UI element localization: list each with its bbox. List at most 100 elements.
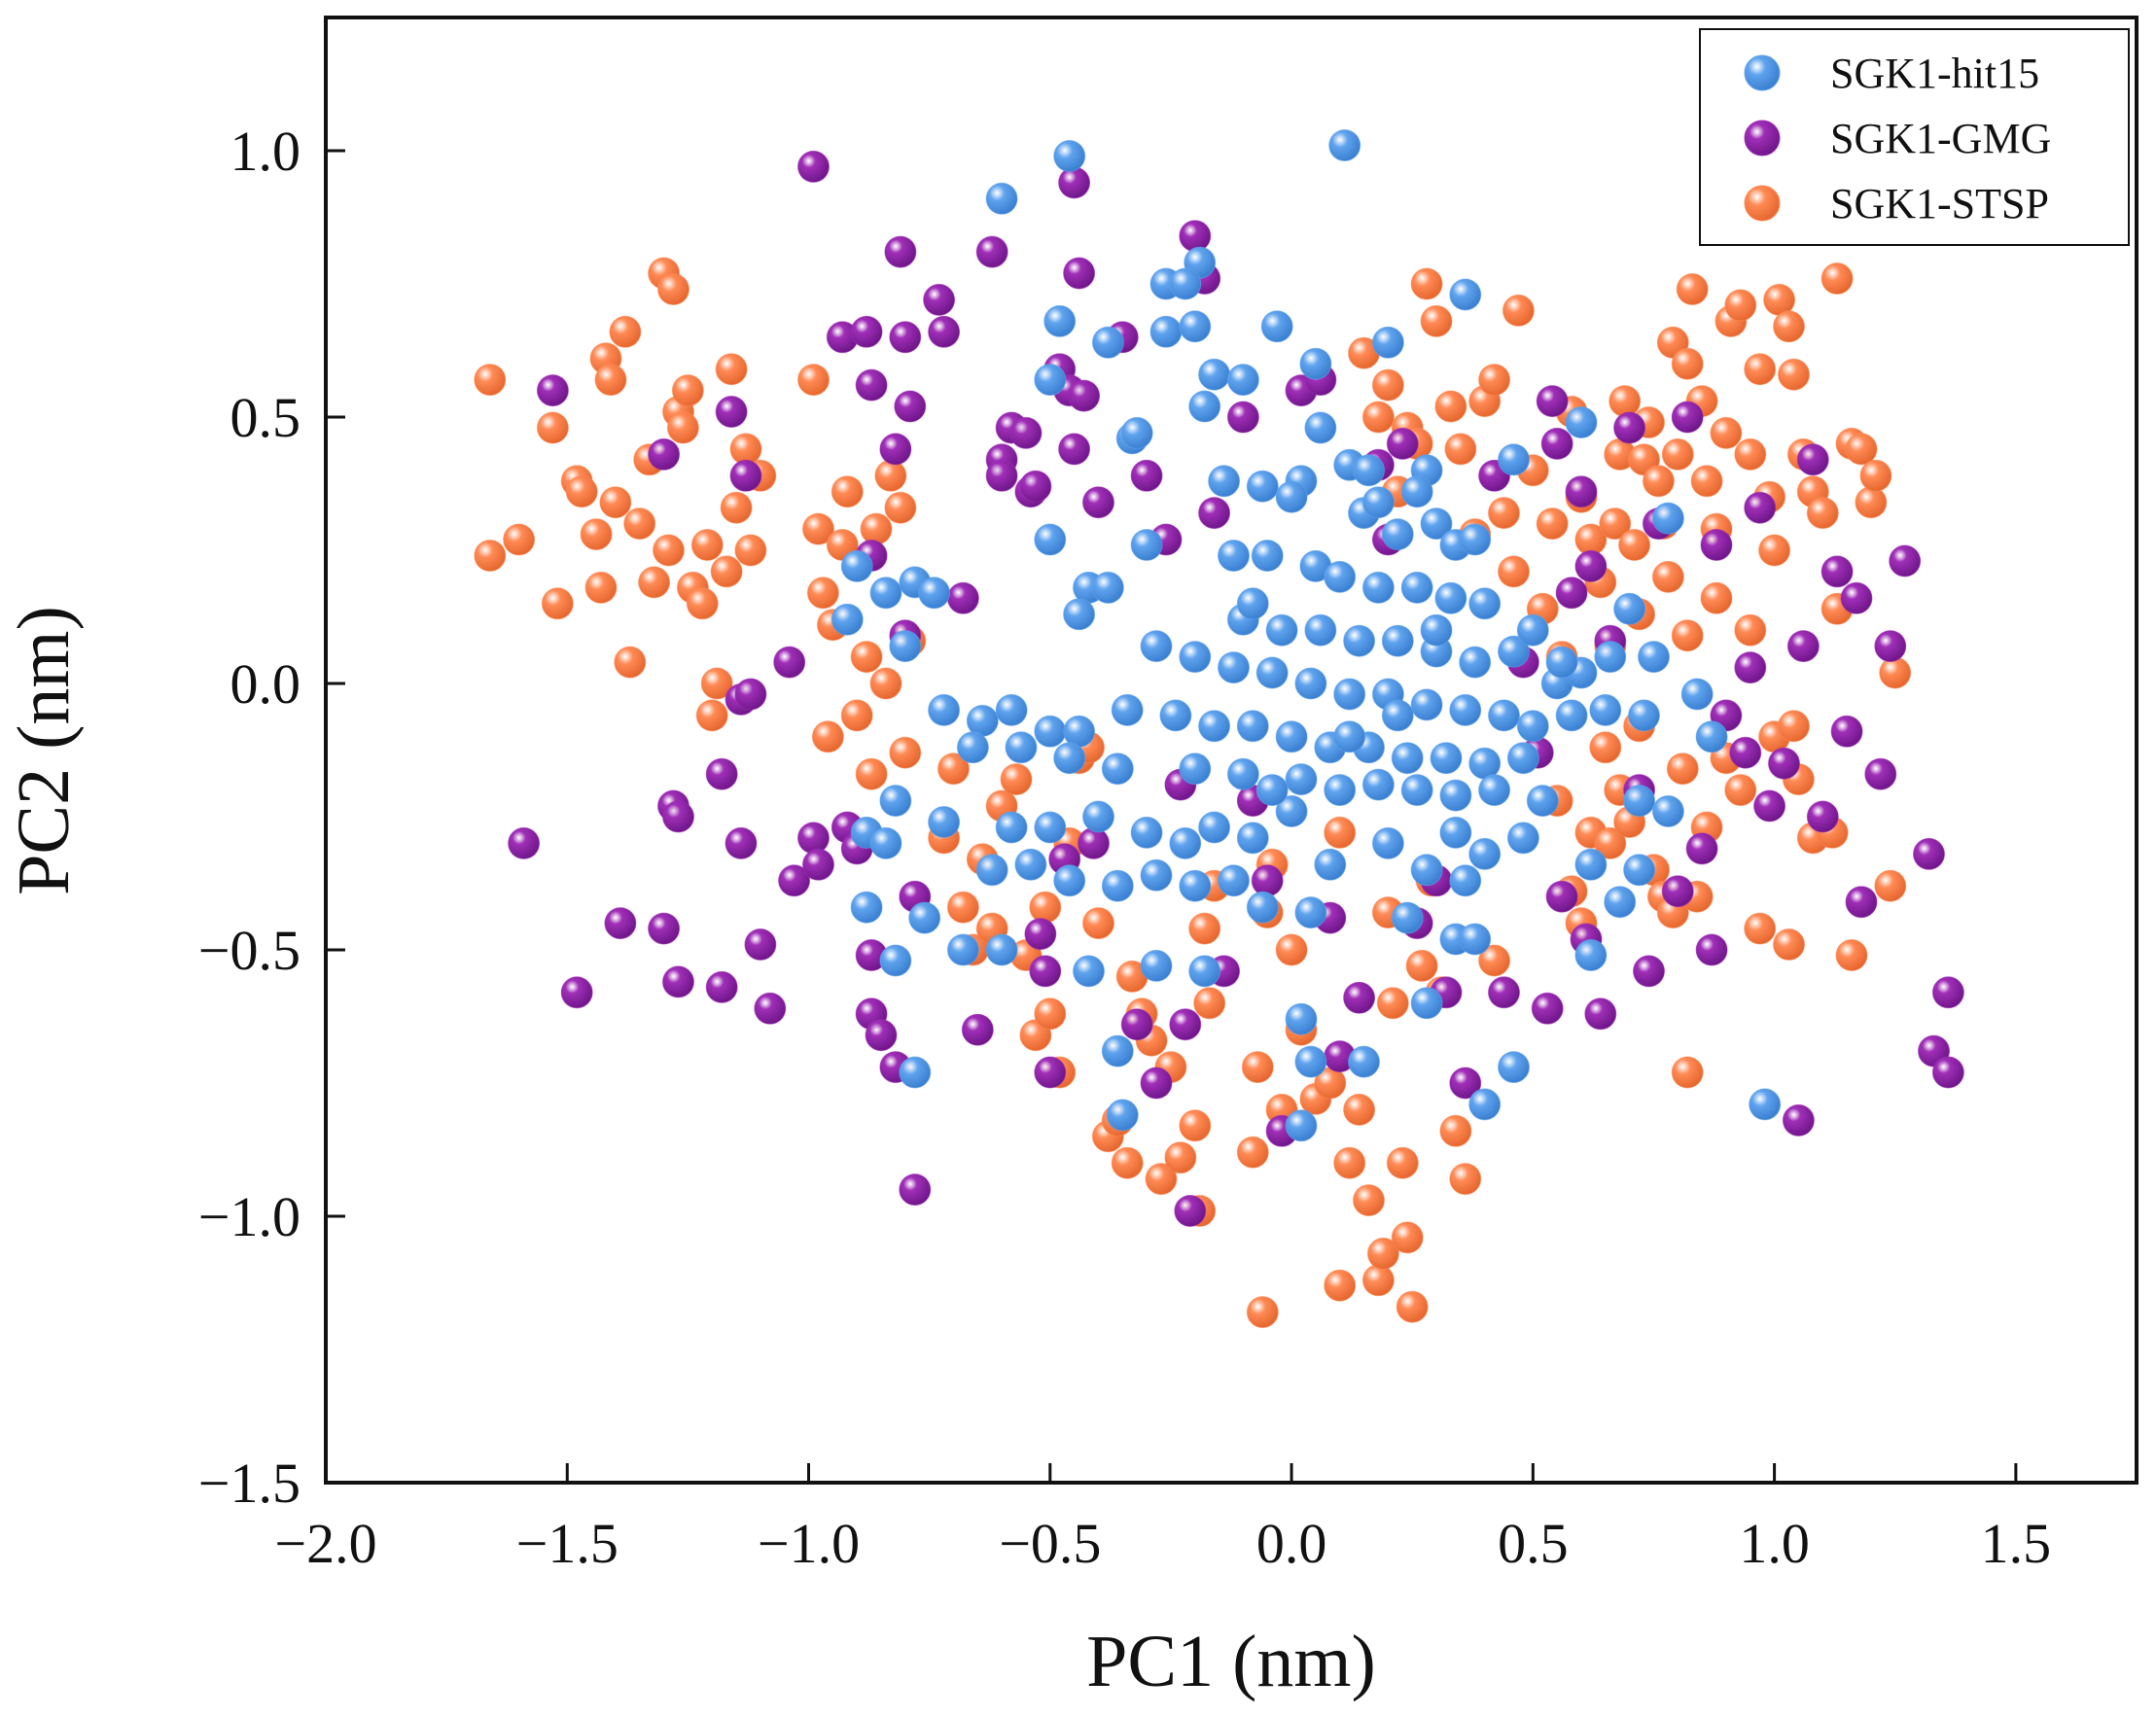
- data-point-gmg: [754, 992, 787, 1025]
- data-point-gmg: [1864, 757, 1897, 790]
- data-point-stsp: [671, 374, 704, 407]
- data-point-stsp: [1420, 304, 1453, 337]
- data-point-gmg: [648, 912, 681, 945]
- legend-label-hit15: SGK1-hit15: [1830, 50, 2039, 97]
- data-point-stsp: [1778, 358, 1810, 391]
- x-tick-label: 0.5: [1498, 1512, 1569, 1575]
- data-point-hit15: [1623, 854, 1656, 887]
- data-point-hit15: [1434, 581, 1467, 614]
- data-point-stsp: [638, 566, 671, 599]
- data-point-hit15: [956, 731, 989, 764]
- data-point-hit15: [985, 933, 1018, 966]
- data-point-hit15: [1140, 630, 1173, 663]
- data-point-stsp: [503, 523, 536, 556]
- data-point-stsp: [1361, 401, 1395, 434]
- x-tick-label: 0.0: [1256, 1512, 1327, 1575]
- data-point-gmg: [1913, 837, 1945, 870]
- data-point-hit15: [1043, 304, 1077, 337]
- data-point-hit15: [1101, 1034, 1134, 1068]
- y-tick-label: −1.0: [198, 1185, 300, 1248]
- data-point-hit15: [1594, 641, 1627, 674]
- data-point-hit15: [1506, 822, 1539, 855]
- data-point-gmg: [1068, 379, 1101, 412]
- data-point-gmg: [705, 757, 738, 790]
- x-tick-label: −2.0: [274, 1512, 376, 1575]
- data-point-gmg: [1063, 257, 1096, 290]
- data-point-stsp: [1478, 944, 1511, 977]
- data-point-hit15: [1260, 310, 1293, 343]
- data-point-stsp: [1778, 710, 1810, 743]
- data-point-stsp: [623, 508, 656, 541]
- data-point-hit15: [1410, 688, 1443, 721]
- data-point-hit15: [1498, 635, 1530, 668]
- data-point-hit15: [1381, 699, 1414, 732]
- data-point-hit15: [1400, 475, 1433, 508]
- data-point-hit15: [1361, 571, 1395, 604]
- data-point-hit15: [1198, 710, 1231, 743]
- x-axis: −2.0 −1.5 −1.0 −0.5 0.0 0.5 1.0 1.5: [274, 1463, 2051, 1575]
- data-point-stsp: [1029, 891, 1062, 924]
- data-point-hit15: [1294, 667, 1327, 700]
- y-tick-label: 1.0: [230, 120, 301, 183]
- data-point-gmg: [961, 1013, 994, 1046]
- y-axis-title: PC2 (nm): [3, 606, 85, 895]
- data-point-hit15: [1275, 480, 1308, 513]
- data-point-gmg: [705, 970, 738, 1003]
- data-point-hit15: [1034, 811, 1067, 844]
- data-point-hit15: [1275, 720, 1308, 753]
- data-point-gmg: [1251, 864, 1284, 897]
- data-point-gmg: [1840, 581, 1873, 614]
- data-point-hit15: [1488, 699, 1520, 732]
- data-point-stsp: [850, 641, 883, 674]
- data-point-gmg: [802, 848, 834, 881]
- data-point-stsp: [1000, 763, 1033, 796]
- data-point-hit15: [1208, 465, 1241, 498]
- y-tick-label: −0.5: [198, 919, 300, 982]
- series-hit15: [831, 129, 1782, 1142]
- data-point-hit15: [1082, 800, 1114, 833]
- data-point-stsp: [1724, 774, 1757, 807]
- data-point-gmg: [855, 368, 888, 402]
- data-point-hit15: [1410, 987, 1443, 1020]
- x-tick-label: −1.5: [516, 1512, 619, 1575]
- data-point-stsp: [653, 534, 685, 567]
- data-point-hit15: [1111, 693, 1144, 726]
- data-point-stsp: [720, 491, 753, 524]
- data-point-gmg: [1169, 1008, 1202, 1041]
- data-point-hit15: [1198, 811, 1231, 844]
- data-point-stsp: [1734, 613, 1767, 647]
- data-point-stsp: [1361, 1264, 1395, 1297]
- data-point-hit15: [1255, 656, 1289, 689]
- data-point-stsp: [802, 512, 834, 545]
- data-point-gmg: [865, 1019, 898, 1052]
- data-point-hit15: [985, 182, 1018, 215]
- data-point-stsp: [1744, 912, 1777, 945]
- data-point-stsp: [1502, 294, 1535, 327]
- data-point-stsp: [1034, 998, 1067, 1031]
- data-point-gmg: [508, 826, 541, 859]
- data-point-stsp: [1439, 1114, 1472, 1147]
- data-point-hit15: [928, 693, 961, 726]
- data-point-hit15: [1628, 699, 1660, 732]
- data-point-hit15: [1749, 1088, 1782, 1121]
- data-point-hit15: [1333, 720, 1366, 753]
- data-point-gmg: [778, 864, 811, 897]
- data-point-stsp: [1405, 949, 1438, 982]
- data-point-hit15: [1255, 774, 1289, 807]
- data-point-hit15: [1555, 699, 1588, 732]
- y-axis: −1.5 −1.0 −0.5 0.0 0.5 1.0: [198, 120, 345, 1515]
- data-point-gmg: [1671, 401, 1704, 434]
- data-point-gmg: [560, 976, 593, 1009]
- data-point-stsp: [594, 364, 627, 397]
- data-point-hit15: [1680, 678, 1714, 711]
- data-point-stsp: [715, 353, 748, 386]
- data-point-stsp: [609, 315, 642, 348]
- data-point-hit15: [1179, 752, 1212, 786]
- data-point-hit15: [1589, 693, 1622, 726]
- data-point-hit15: [1651, 795, 1684, 827]
- data-point-stsp: [1744, 353, 1777, 386]
- data-point-gmg: [662, 800, 694, 833]
- data-point-hit15: [1226, 364, 1259, 397]
- data-point-gmg: [1753, 789, 1786, 822]
